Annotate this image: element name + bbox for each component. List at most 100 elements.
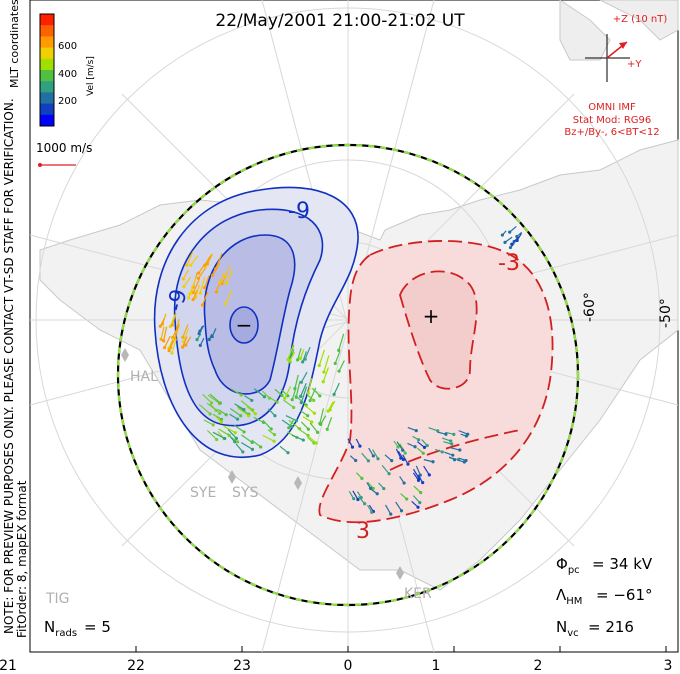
velocity-vector-origin <box>182 285 186 289</box>
velocity-vector-origin <box>299 394 303 398</box>
velocity-vector-origin <box>401 448 405 452</box>
velocity-vector-origin <box>389 512 393 516</box>
velocity-vector-origin <box>162 339 166 343</box>
velocity-vector <box>183 276 192 287</box>
velocity-vector <box>206 429 218 440</box>
preview-note: NOTE: FOR PREVIEW PURPOSES ONLY. PLEASE … <box>2 98 16 634</box>
velocity-vector <box>329 400 336 411</box>
velocity-vector-origin <box>416 505 420 509</box>
velocity-vector <box>202 393 213 404</box>
velocity-vector-origin <box>303 357 307 361</box>
velocity-vector-origin <box>223 436 227 441</box>
velocity-vector-origin <box>405 497 409 501</box>
svg-text:Nrads: Nrads <box>44 618 77 639</box>
velocity-vector-origin <box>376 457 380 461</box>
velocity-vector-origin <box>298 427 302 431</box>
velocity-vector <box>397 450 404 460</box>
velocity-vector <box>399 443 406 454</box>
velocity-vector <box>300 371 308 383</box>
velocity-vector-origin <box>406 462 410 466</box>
velocity-vector-origin <box>450 442 454 446</box>
velocity-vector-origin <box>387 472 391 476</box>
velocity-vector <box>318 349 326 366</box>
velocity-vector <box>198 403 211 415</box>
velocity-vector <box>168 337 175 349</box>
velocity-vector-origin <box>191 290 195 295</box>
velocity-vector-origin <box>360 476 364 480</box>
velocity-vector <box>327 401 334 412</box>
stat-lambda-hm: ΛHM = −61° <box>556 586 653 607</box>
velocity-vector <box>381 464 390 475</box>
velocity-vector-origin <box>363 502 367 506</box>
imf-model: Stat Mod: RG96 <box>573 115 652 126</box>
velocity-vector-origin <box>158 324 162 328</box>
colorbar-swatch <box>40 103 54 116</box>
velocity-vector-origin <box>466 432 470 436</box>
velocity-vector-origin <box>414 429 418 433</box>
velocity-vector-origin <box>202 286 207 290</box>
velocity-vector-origin <box>181 345 185 349</box>
velocity-vector <box>207 394 220 404</box>
velocity-vector <box>192 279 200 293</box>
velocity-vector-origin <box>418 501 422 505</box>
velocity-vector-origin <box>321 380 325 384</box>
mlt-axis-ticks <box>29 646 667 652</box>
velocity-vector-origin <box>290 398 294 402</box>
velocity-vector <box>334 351 341 364</box>
latitude-label-50: -50° <box>658 298 674 328</box>
velocity-vector-origin <box>317 363 321 368</box>
velocity-vector <box>183 328 190 342</box>
velocity-vector <box>395 501 402 512</box>
velocity-vector <box>415 465 421 476</box>
velocity-vector <box>304 346 311 360</box>
velocity-vector <box>312 387 321 397</box>
velocity-vector-origin <box>288 359 292 363</box>
velocity-vector-origin <box>333 361 337 366</box>
velocity-vectors <box>158 225 523 516</box>
velocity-vector <box>458 430 468 435</box>
velocity-vector-origin <box>235 417 240 421</box>
velocity-vector-origin <box>272 433 277 437</box>
velocity-vector <box>206 253 213 265</box>
velocity-vector <box>300 382 307 397</box>
velocity-vector-origin <box>440 450 444 454</box>
station-ker: KER <box>404 586 432 602</box>
svg-text:= 216: = 216 <box>588 618 634 636</box>
velocity-vector-origin <box>211 423 215 427</box>
coordinate-system-label: MLT coordinates <box>8 0 21 88</box>
velocity-vector <box>212 431 226 439</box>
velocity-vector-origin <box>233 440 237 444</box>
mlt-tick-3: 3 <box>664 658 673 674</box>
velocity-vector-origin <box>250 440 254 445</box>
colorbar-swatch <box>40 70 54 82</box>
velocity-vector-origin <box>218 401 222 405</box>
velocity-vector <box>295 380 301 398</box>
velocity-vector <box>192 290 198 300</box>
velocity-vector-origin <box>208 412 212 416</box>
velocity-vector <box>283 399 294 409</box>
velocity-vector <box>240 400 254 411</box>
velocity-vector <box>285 414 297 422</box>
velocity-vector-origin <box>189 263 193 267</box>
imf-y-label: +Y <box>627 59 642 70</box>
velocity-vector-origin <box>458 448 462 452</box>
velocity-vector-origin <box>184 343 188 347</box>
velocity-vector-origin <box>451 453 455 457</box>
velocity-vector <box>308 436 317 444</box>
stat-phi-pc: Φpc = 34 kV <box>556 555 653 576</box>
velocity-vector-origin <box>210 273 215 277</box>
velocity-vector-origin <box>251 408 255 412</box>
mlt-tick-22: 22 <box>127 658 145 674</box>
velocity-vector-origin <box>306 433 310 437</box>
velocity-vector <box>194 284 200 298</box>
velocity-vector <box>304 404 315 414</box>
velocity-vector-origin <box>399 509 404 513</box>
stat-n-rads: Nrads = 5 <box>44 618 111 639</box>
velocity-vector <box>209 393 221 404</box>
velocity-vector-origin <box>215 437 219 442</box>
velocity-vector-origin <box>286 451 290 455</box>
velocity-vector-origin <box>280 393 284 398</box>
velocity-vector-origin <box>418 473 422 477</box>
svg-text:= −61°: = −61° <box>596 586 653 604</box>
velocity-vector-origin <box>322 370 326 374</box>
